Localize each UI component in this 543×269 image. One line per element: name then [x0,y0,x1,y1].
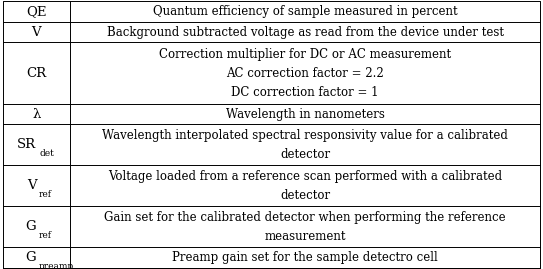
Text: SR: SR [17,138,36,151]
Text: Gain set for the calibrated detector when performing the reference
measurement: Gain set for the calibrated detector whe… [104,211,506,243]
Text: Voltage loaded from a reference scan performed with a calibrated
detector: Voltage loaded from a reference scan per… [108,170,502,202]
Text: Preamp gain set for the sample detectro cell: Preamp gain set for the sample detectro … [172,251,438,264]
Text: λ: λ [32,108,41,121]
Text: G: G [26,251,36,264]
Text: Wavelength interpolated spectral responsivity value for a calibrated
detector: Wavelength interpolated spectral respons… [102,129,508,161]
Text: QE: QE [26,5,47,18]
Text: det: det [39,149,54,158]
Text: V: V [31,26,41,38]
Text: Background subtracted voltage as read from the device under test: Background subtracted voltage as read fr… [106,26,503,38]
Text: G: G [26,220,36,233]
Text: Quantum efficiency of sample measured in percent: Quantum efficiency of sample measured in… [153,5,457,18]
Text: CR: CR [26,66,46,80]
Text: Wavelength in nanometers: Wavelength in nanometers [226,108,384,121]
Text: V: V [27,179,36,192]
Text: Correction multiplier for DC or AC measurement
AC correction factor = 2.2
DC cor: Correction multiplier for DC or AC measu… [159,48,451,98]
Text: ref: ref [39,231,52,240]
Text: ref: ref [39,190,52,199]
Text: preamp: preamp [39,261,74,269]
